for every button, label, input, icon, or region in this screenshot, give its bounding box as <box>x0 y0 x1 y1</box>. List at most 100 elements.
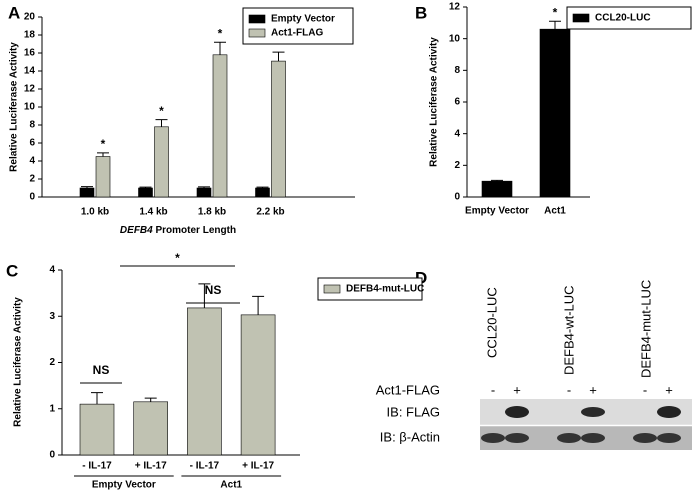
significance-mark: * <box>553 5 558 19</box>
bar <box>138 187 153 198</box>
bar <box>187 307 222 456</box>
panel-letter: B <box>415 3 427 22</box>
group-label: Act1 <box>220 480 242 490</box>
y-axis-label: Relative Luciferase Activity <box>429 37 440 167</box>
significance-mark: * <box>159 104 164 118</box>
error-bar <box>272 51 285 62</box>
y-tick-label: 14 <box>24 66 36 77</box>
y-axis-label: Relative Luciferase Activity <box>13 297 24 427</box>
bar <box>255 187 270 198</box>
y-tick-label: 8 <box>454 65 460 76</box>
legend-label: DEFB4-mut-LUC <box>346 284 424 295</box>
lane-label: - <box>643 382 647 397</box>
lane-label: - <box>491 382 495 397</box>
band <box>581 407 605 417</box>
bar <box>539 28 571 198</box>
y-tick-label: 2 <box>49 357 55 368</box>
legend-swatch <box>572 13 590 23</box>
x-tick-label: 1.4 kb <box>139 207 167 218</box>
y-tick-label: 16 <box>24 48 36 59</box>
error-bar <box>214 41 226 55</box>
bar <box>79 187 95 198</box>
x-axis-label-part: Promoter Length <box>153 225 236 236</box>
y-tick-label: 0 <box>49 450 55 461</box>
lane-label: + <box>513 382 521 397</box>
error-bar <box>97 152 109 157</box>
error-bar <box>549 20 561 30</box>
x-tick-label: + IL-17 <box>135 461 167 472</box>
significance-mark: * <box>218 26 223 40</box>
construct-label: DEFB4-mut-LUC <box>638 280 653 378</box>
band <box>505 406 529 418</box>
chart-panel: C 0 1 2 3 4 Relative Luciferase Activity - IL-1… <box>6 251 424 490</box>
treatment-label: Act1-FLAG <box>376 382 440 397</box>
panel-letter: C <box>6 261 18 280</box>
error-bar <box>252 295 265 315</box>
x-tick-label: Act1 <box>544 206 566 217</box>
y-axis-label: Relative Luciferase Activity <box>9 42 20 172</box>
y-tick-label: 6 <box>454 97 460 108</box>
error-bar <box>198 283 211 308</box>
error-bar <box>256 186 269 188</box>
y-tick-label: 0 <box>29 192 35 203</box>
lane-label: - <box>567 382 571 397</box>
chart-panel: A 0 2 4 6 8 10 12 14 16 18 20 Relative Luciferase Ac… <box>8 3 355 236</box>
band <box>581 433 605 443</box>
y-tick-label: 20 <box>24 12 36 23</box>
legend-swatch <box>248 28 266 38</box>
y-tick-label: 12 <box>24 84 36 95</box>
lane-label: + <box>589 382 597 397</box>
band <box>557 433 581 443</box>
blot-panel: D CCL20-LUC DEFB4-wt-LUC DEFB4-mut-LUC A… <box>376 268 692 450</box>
comparison-label: NS <box>93 363 110 377</box>
band <box>657 406 681 418</box>
y-tick-label: 10 <box>449 33 461 44</box>
chart-panel: B 0 2 4 6 8 10 12 Relative Luciferase Activity Em… <box>415 2 692 217</box>
y-tick-label: 1 <box>49 403 55 414</box>
bar <box>212 54 228 198</box>
x-axis-label-part: DEFB4 <box>120 225 153 236</box>
legend-swatch <box>323 284 341 294</box>
lane-label: + <box>665 382 673 397</box>
error-bar <box>491 179 503 182</box>
bar <box>481 180 513 198</box>
legend-label: Act1-FLAG <box>271 28 323 39</box>
bar <box>79 403 115 456</box>
x-tick-label: Empty Vector <box>465 206 529 217</box>
error-bar <box>144 397 157 402</box>
x-tick-label: 2.2 kb <box>256 207 284 218</box>
y-tick-label: 2 <box>29 174 35 185</box>
actin-bands <box>481 433 681 443</box>
error-bar <box>81 186 93 188</box>
bar <box>154 126 169 198</box>
comparison-label: NS <box>205 283 222 297</box>
legend-label: CCL20-LUC <box>595 13 651 24</box>
row-label: IB: β-Actin <box>380 429 440 444</box>
construct-label: DEFB4-wt-LUC <box>561 285 576 375</box>
bar <box>95 156 111 198</box>
error-bar <box>155 119 168 127</box>
comparison-label: * <box>175 251 180 265</box>
construct-label: CCL20-LUC <box>484 287 499 358</box>
error-bar <box>139 186 152 188</box>
y-tick-label: 8 <box>29 120 35 131</box>
y-tick-label: 12 <box>449 2 461 13</box>
legend-box <box>317 277 423 301</box>
bar <box>240 314 276 456</box>
bar <box>133 401 168 456</box>
significance-mark: * <box>101 137 106 151</box>
x-tick-label: 1.0 kb <box>81 207 109 218</box>
row-label: IB: FLAG <box>387 404 440 419</box>
bar <box>196 187 212 198</box>
y-tick-label: 0 <box>454 192 460 203</box>
band <box>657 433 681 443</box>
y-tick-label: 4 <box>454 128 460 139</box>
x-tick-label: 1.8 kb <box>198 207 226 218</box>
y-tick-label: 18 <box>24 30 36 41</box>
band <box>481 433 505 443</box>
band <box>633 433 657 443</box>
legend-swatch <box>248 14 266 24</box>
legend-box <box>566 6 692 30</box>
y-tick-label: 4 <box>49 265 55 276</box>
